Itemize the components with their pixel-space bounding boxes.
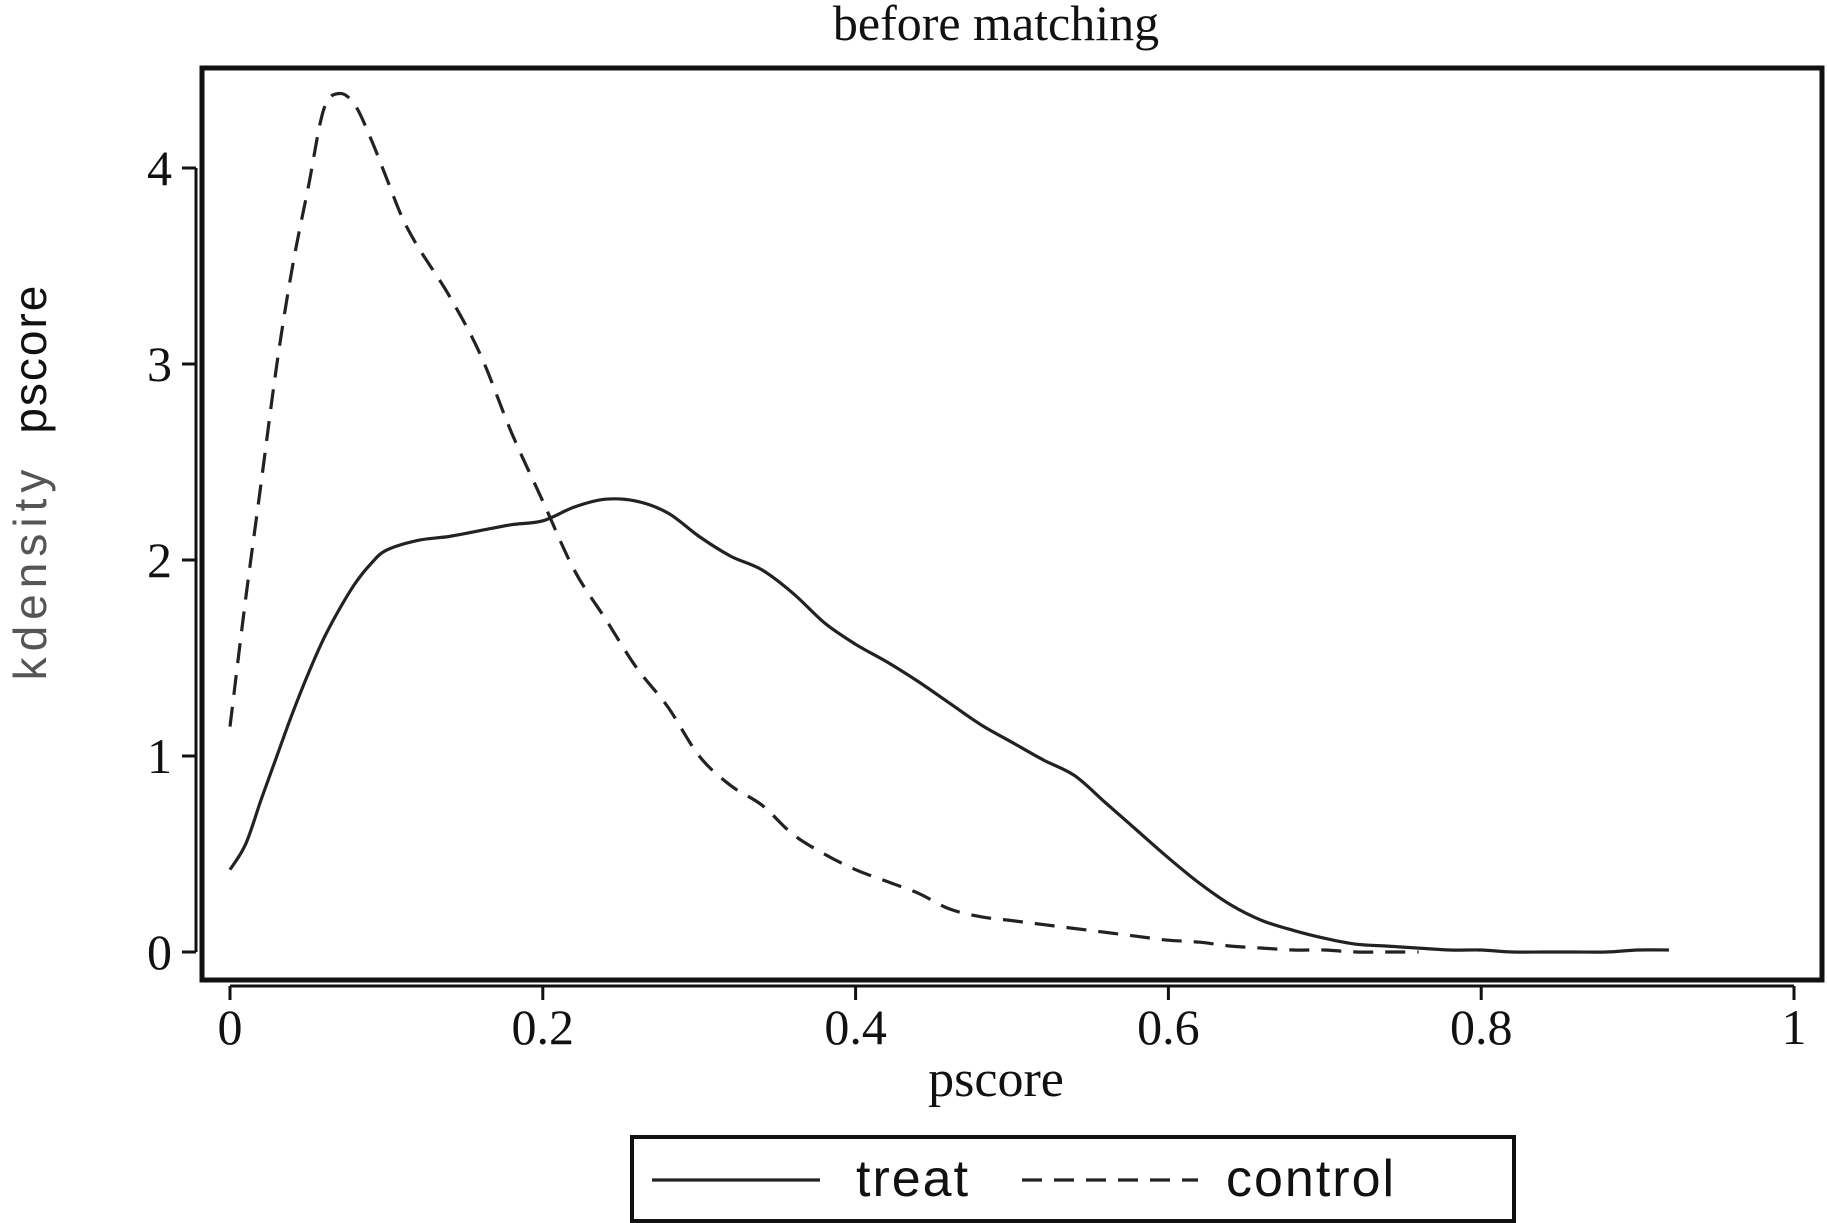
y-tick-label: 3 xyxy=(147,336,172,392)
series-line-treat xyxy=(228,497,1669,954)
y-tick-label: 0 xyxy=(147,924,172,980)
y-axis-label: kdensity pscore xyxy=(4,284,56,681)
x-tick-label: 0 xyxy=(218,999,243,1055)
x-tick-label: 0.8 xyxy=(1450,999,1513,1055)
density-curves xyxy=(228,91,1669,954)
y-axis-label-pscore: pscore xyxy=(4,284,56,434)
plot-frame xyxy=(199,65,1825,983)
y-tick-label: 1 xyxy=(147,728,172,784)
y-tick-label: 4 xyxy=(147,140,172,196)
legend: treat control xyxy=(630,1135,1516,1223)
x-tick-label: 0.6 xyxy=(1137,999,1200,1055)
x-axis-ticks: 0 0.2 0.4 0.6 0.8 1 xyxy=(218,986,1807,1055)
x-tick-label: 0.2 xyxy=(512,999,575,1055)
legend-label-control: control xyxy=(1226,1150,1396,1208)
series-line-control xyxy=(228,91,1419,954)
y-tick-label: 2 xyxy=(147,532,172,588)
legend-label-treat: treat xyxy=(856,1150,970,1208)
y-axis-ticks: 0 1 2 3 4 xyxy=(147,140,196,980)
x-axis-label: pscore xyxy=(928,1051,1064,1108)
x-tick-label: 1 xyxy=(1782,999,1807,1055)
y-axis-label-kdensity: kdensity xyxy=(4,464,56,681)
x-tick-label: 0.4 xyxy=(824,999,887,1055)
chart-title: before matching xyxy=(833,0,1159,51)
